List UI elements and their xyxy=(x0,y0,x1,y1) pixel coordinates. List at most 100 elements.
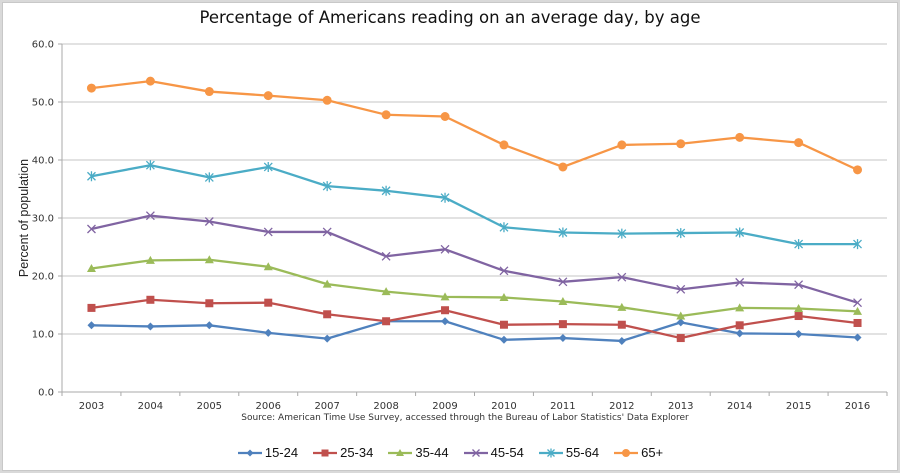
data-point-15-24 xyxy=(205,321,214,330)
x-tick-label: 2015 xyxy=(786,401,811,412)
data-point-55-64 xyxy=(87,171,96,182)
data-point-45-54-stroke xyxy=(499,266,509,276)
data-point-45-54-stroke xyxy=(853,298,862,308)
data-point-45-54-stroke xyxy=(440,244,450,254)
data-point-55-64-stroke xyxy=(87,171,96,182)
y-tick-label: 40.0 xyxy=(32,156,54,167)
legend-marker-stroke xyxy=(546,448,555,457)
data-point-65 xyxy=(322,95,332,105)
data-point-45-54 xyxy=(440,244,450,254)
legend-marker xyxy=(246,449,254,456)
legend-marker xyxy=(546,448,555,457)
series-45-54 xyxy=(87,211,862,308)
data-point-45-54-stroke xyxy=(263,227,273,237)
data-point-35-44 xyxy=(145,255,155,264)
data-point-45-54 xyxy=(617,272,627,282)
data-point-55-64 xyxy=(794,239,804,250)
data-point-55-64-stroke xyxy=(204,172,214,183)
data-point-35-44 xyxy=(794,303,804,312)
legend-label: 45-54 xyxy=(490,445,524,460)
legend-item-35-44: 35-44 xyxy=(387,445,449,460)
data-point-25-34 xyxy=(382,317,391,326)
data-point-65 xyxy=(204,87,214,97)
x-tick-label: 2006 xyxy=(256,401,281,412)
data-point-35-44 xyxy=(86,263,96,272)
x-tick-label: 2012 xyxy=(609,401,634,412)
data-point-45-54 xyxy=(794,280,804,290)
x-tick-label: 2008 xyxy=(373,401,398,412)
data-point-65 xyxy=(735,132,745,142)
series-line-25-34 xyxy=(91,298,858,340)
data-point-55-64-stroke xyxy=(263,161,273,172)
x-tick-label: 2009 xyxy=(432,401,457,412)
data-point-35-44 xyxy=(735,303,745,312)
x-tick-label: 2005 xyxy=(197,401,222,412)
legend-marker xyxy=(396,448,405,456)
data-point-15-24 xyxy=(617,336,626,345)
data-point-15-24 xyxy=(676,318,685,327)
data-point-15-24 xyxy=(441,317,450,326)
data-point-65 xyxy=(558,162,568,172)
data-point-55-64 xyxy=(558,227,568,238)
legend-item-45-54: 45-54 xyxy=(463,445,524,460)
legend-swatch-15-24 xyxy=(237,449,262,456)
data-point-55-64 xyxy=(853,239,862,250)
series-55-64 xyxy=(87,160,862,250)
data-point-45-54-stroke xyxy=(735,277,745,287)
data-point-65 xyxy=(794,138,804,148)
data-point-45-54 xyxy=(322,227,332,237)
legend-item-25-34: 25-34 xyxy=(312,445,373,460)
data-point-45-54 xyxy=(381,251,391,261)
data-point-45-54 xyxy=(145,211,155,221)
legend-label: 15-24 xyxy=(264,445,299,460)
legend-swatch-55-64 xyxy=(538,448,563,457)
data-point-25-34 xyxy=(676,334,685,343)
data-point-25-34 xyxy=(146,295,155,304)
data-point-25-34 xyxy=(87,303,96,312)
legend: 15-24 25-34 35-44 45-54 55-64 65+ xyxy=(0,445,900,460)
data-point-65 xyxy=(263,91,273,101)
data-point-55-64-stroke xyxy=(381,185,391,196)
data-point-45-54-stroke xyxy=(204,217,214,226)
legend-label: 65+ xyxy=(641,445,664,460)
data-point-25-34 xyxy=(735,321,744,330)
data-point-45-54-stroke xyxy=(381,251,391,261)
data-point-25-34 xyxy=(205,299,214,308)
data-point-45-54 xyxy=(853,298,862,308)
data-point-55-64 xyxy=(499,222,509,233)
data-point-35-44 xyxy=(322,279,332,288)
x-tick-label: 2004 xyxy=(138,401,163,412)
series-line-15-24 xyxy=(91,320,858,343)
data-point-45-54-stroke xyxy=(558,277,568,287)
series-35-44 xyxy=(86,255,863,320)
legend-item-65: 65+ xyxy=(613,445,663,460)
data-point-65 xyxy=(617,140,627,150)
series-group xyxy=(86,76,863,345)
x-tick-label: 2013 xyxy=(668,401,693,412)
data-point-65 xyxy=(853,165,863,175)
data-point-15-24 xyxy=(499,335,508,344)
data-point-55-64-stroke xyxy=(558,227,568,238)
data-point-25-34 xyxy=(499,320,508,329)
y-tick-label: 10.0 xyxy=(32,330,54,341)
data-point-55-64 xyxy=(676,228,686,239)
x-tick-label: 2003 xyxy=(79,401,104,412)
x-tick-label: 2014 xyxy=(727,401,752,412)
data-point-65 xyxy=(381,110,391,120)
data-point-25-34 xyxy=(264,298,273,307)
axes: 0.0 10.0 20.0 30.0 40.0 50.0 60.0 2003 2004 2005 2… xyxy=(32,40,888,412)
y-tick-label: 50.0 xyxy=(32,98,54,109)
data-point-15-24 xyxy=(264,328,273,337)
data-point-35-44 xyxy=(263,262,273,271)
data-point-35-44 xyxy=(676,311,686,320)
series-15-24 xyxy=(87,317,862,345)
data-point-55-64-stroke xyxy=(145,160,155,171)
chart-title: Percentage of Americans reading on an av… xyxy=(199,8,701,27)
data-point-45-54 xyxy=(87,224,96,234)
data-point-45-54 xyxy=(204,217,214,226)
series-line-35-44 xyxy=(91,258,858,318)
legend-item-55-64: 55-64 xyxy=(538,445,599,460)
data-point-55-64-stroke xyxy=(853,239,862,250)
data-point-55-64 xyxy=(735,227,745,238)
legend-label: 55-64 xyxy=(565,445,600,460)
